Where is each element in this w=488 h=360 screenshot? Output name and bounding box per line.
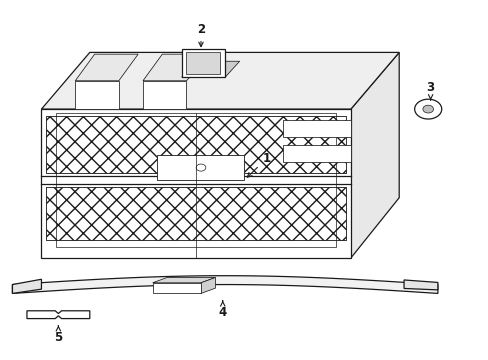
Polygon shape (157, 155, 244, 180)
Polygon shape (142, 54, 210, 81)
Polygon shape (41, 109, 350, 258)
Polygon shape (181, 49, 224, 77)
Text: 4: 4 (218, 301, 226, 319)
Text: 3: 3 (426, 81, 434, 100)
Polygon shape (75, 54, 138, 81)
Polygon shape (201, 278, 215, 293)
Polygon shape (350, 53, 398, 258)
Polygon shape (403, 280, 437, 290)
Polygon shape (283, 145, 350, 162)
Polygon shape (12, 276, 437, 293)
Circle shape (414, 99, 441, 119)
Polygon shape (152, 278, 215, 283)
Polygon shape (181, 61, 239, 77)
Polygon shape (75, 81, 119, 109)
Polygon shape (186, 53, 220, 74)
Polygon shape (12, 279, 41, 293)
Polygon shape (283, 120, 350, 138)
Polygon shape (46, 187, 346, 240)
Polygon shape (41, 53, 398, 109)
Polygon shape (152, 283, 201, 293)
Polygon shape (142, 81, 186, 109)
Text: 2: 2 (197, 23, 204, 46)
Polygon shape (46, 116, 346, 173)
Text: 1: 1 (247, 152, 270, 177)
Polygon shape (27, 311, 90, 319)
Circle shape (422, 105, 433, 113)
Text: 5: 5 (54, 326, 62, 344)
